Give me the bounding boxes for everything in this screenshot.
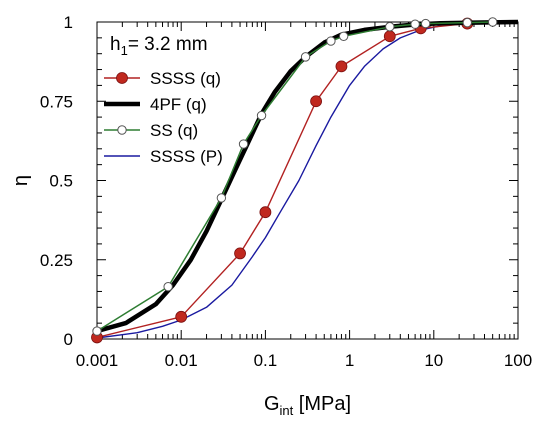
x-tick-label: 0.001 <box>76 351 119 370</box>
data-point-ss-q <box>300 52 311 62</box>
data-point-ss-q <box>326 36 336 46</box>
legend-label: 4PF (q) <box>150 95 207 114</box>
y-axis-title: η <box>10 175 32 186</box>
data-point-ssss-q <box>234 247 246 260</box>
x-tick-label: 0.1 <box>254 351 278 370</box>
legend-label: SSSS (P) <box>150 147 223 166</box>
x-tick-label: 10 <box>424 351 443 370</box>
y-tick-label: 0 <box>64 330 73 349</box>
data-point-ss-q <box>487 17 498 27</box>
data-point-ss-q <box>238 139 249 149</box>
x-axis-title: Gint [MPa] <box>264 393 351 418</box>
data-point-ss-q <box>256 110 267 121</box>
data-point-ss-q <box>410 19 420 29</box>
legend-marker <box>117 125 127 135</box>
data-point-ssss-q <box>383 30 396 43</box>
y-tick-label: 0.75 <box>40 92 73 111</box>
legend-label: SS (q) <box>150 121 198 140</box>
data-point-ss-q <box>216 193 227 203</box>
data-point-ssss-q <box>310 95 322 108</box>
x-tick-label: 1 <box>345 351 354 370</box>
data-point-ss-q <box>163 281 173 292</box>
y-tick-label: 1 <box>64 13 73 32</box>
data-point-ss-q <box>385 22 395 32</box>
data-point-ssss-q <box>175 310 188 323</box>
thickness-annotation: h1= 3.2 mm <box>110 34 208 58</box>
legend-label: SSSS (q) <box>150 69 221 88</box>
x-tick-label: 0.01 <box>165 351 198 370</box>
y-tick-label: 0.25 <box>40 251 73 270</box>
legend-marker <box>116 72 128 84</box>
y-tick-label: 0.5 <box>49 172 73 191</box>
data-point-ss-q <box>338 31 349 41</box>
x-tick-label: 100 <box>504 351 532 370</box>
data-point-ssss-q <box>335 60 348 73</box>
data-point-ss-q <box>420 18 431 29</box>
data-point-ss-q <box>462 17 473 28</box>
data-point-ss-q <box>92 326 102 336</box>
data-point-ssss-q <box>259 206 272 219</box>
